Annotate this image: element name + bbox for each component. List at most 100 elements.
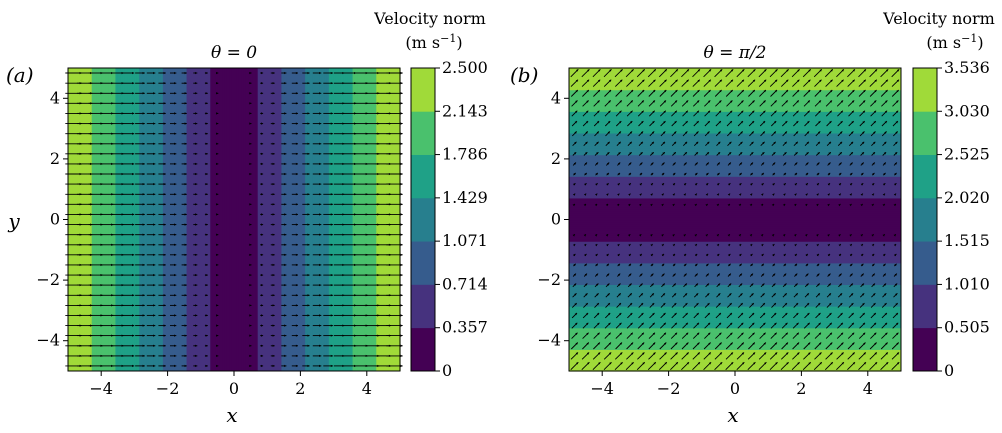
a-quiver-arrowhead — [205, 82, 208, 85]
b-quiver-arrowhead — [639, 244, 642, 247]
b-quiver-arrowhead — [752, 100, 755, 103]
a-quiver-arrowhead — [205, 294, 208, 297]
b-quiver-arrowhead — [584, 253, 587, 257]
b-contour-band — [569, 193, 901, 197]
b-quiver-arrowhead — [617, 253, 620, 257]
b-quiver-arrowhead — [819, 69, 822, 72]
a-quiver-arrowhead — [121, 344, 124, 347]
a-quiver-arrowhead — [216, 314, 219, 317]
a-quiver-arrowhead — [174, 162, 177, 166]
b-quiver-arrowhead — [795, 131, 799, 134]
b-quiver-arrowhead — [642, 362, 645, 365]
a-quiver-arrowhead — [319, 92, 322, 95]
a-quiver-arrowhead — [319, 334, 322, 337]
b-colorbar-segment — [913, 241, 937, 285]
a-quiver-arrowhead — [174, 304, 177, 307]
b-quiver-arrowhead — [597, 90, 600, 93]
a-quiver-arrowhead — [184, 243, 187, 246]
b-quiver-arrowhead — [594, 234, 598, 237]
a-x-tick-label: 2 — [295, 379, 305, 398]
b-quiver-arrowhead — [741, 322, 744, 326]
b-quiver-arrowhead — [585, 121, 589, 124]
b-quiver-arrowhead — [619, 342, 622, 345]
a-quiver-arrowhead — [121, 172, 124, 176]
a-contour-band — [141, 68, 145, 371]
a-quiver-arrowhead — [284, 223, 287, 226]
b-quiver-arrowhead — [872, 283, 875, 286]
b-quiver-arrowhead — [894, 273, 897, 276]
a-quiver-arrowhead — [295, 132, 298, 135]
b-quiver-arrowhead — [596, 141, 599, 145]
b-quiver-arrowhead — [761, 162, 765, 165]
a-quiver-arrowhead — [195, 314, 198, 317]
b-contour-band — [569, 254, 901, 257]
a-quiver-arrowhead — [205, 71, 208, 75]
b-quiver-arrowhead — [685, 322, 688, 326]
b-quiver-arrowhead — [705, 234, 708, 237]
b-quiver-arrowhead — [893, 204, 896, 207]
b-contour-band — [569, 85, 901, 89]
a-quiver-arrowhead — [153, 344, 156, 347]
b-quiver-arrowhead — [718, 293, 721, 296]
b-contour-band — [569, 358, 901, 361]
b-contour-band — [569, 284, 901, 288]
a-quiver-arrowhead — [216, 364, 219, 368]
b-contour-band — [569, 325, 901, 329]
b-quiver-arrowhead — [753, 362, 756, 365]
a-quiver-arrowhead — [319, 364, 322, 368]
b-quiver-arrowhead — [893, 234, 896, 237]
a-quiver-arrowhead — [205, 223, 208, 226]
a-quiver-arrowhead — [330, 284, 333, 287]
b-contour-band — [569, 100, 901, 104]
b-contour-band — [569, 115, 901, 119]
a-quiver-arrowhead — [163, 82, 166, 85]
b-quiver-arrowhead — [730, 362, 734, 365]
b-contour-band — [569, 241, 901, 244]
b-quiver-arrowhead — [617, 273, 621, 276]
b-quiver-arrowhead — [893, 244, 897, 247]
b-contour-band — [569, 360, 901, 363]
b-quiver-arrowhead — [673, 172, 676, 176]
a-quiver-arrowhead — [400, 273, 403, 277]
b-quiver-arrowhead — [762, 152, 765, 155]
b-quiver-arrowhead — [795, 273, 798, 276]
b-quiver-arrowhead — [684, 162, 687, 165]
b-quiver-arrowhead — [840, 131, 843, 134]
b-quiver-arrowhead — [797, 69, 800, 72]
b-contour-band — [569, 366, 901, 370]
b-contour-band — [569, 310, 901, 314]
b-quiver-arrowhead — [685, 121, 688, 124]
b-quiver-arrowhead — [642, 79, 645, 82]
b-quiver-arrowhead — [774, 110, 777, 113]
a-quiver-arrowhead — [261, 273, 264, 277]
b-quiver-arrowhead — [630, 322, 633, 326]
a-quiver-arrowhead — [342, 263, 345, 267]
b-quiver-arrowhead — [751, 313, 755, 316]
b-colorbar-frame — [912, 67, 938, 372]
a-contour-band — [105, 68, 109, 371]
a-quiver-arrowhead — [249, 183, 252, 186]
b-quiver-arrowhead — [816, 183, 819, 186]
b-quiver-arrowhead — [653, 352, 656, 355]
b-quiver-arrowhead — [882, 193, 885, 196]
b-quiver-arrowhead — [717, 152, 721, 155]
b-quiver-arrowhead — [738, 193, 742, 196]
a-quiver-arrowhead — [342, 112, 345, 115]
a-contour-band — [127, 68, 131, 371]
b-quiver-arrowhead — [641, 110, 644, 113]
a-quiver-arrowhead — [121, 364, 124, 368]
a-quiver-arrowhead — [272, 152, 275, 155]
b-quiver-arrowhead — [639, 172, 643, 176]
b-contour-band — [569, 269, 901, 273]
a-quiver-arrowhead — [184, 71, 187, 75]
a-quiver-arrowhead — [307, 82, 310, 85]
a-contour-band — [205, 68, 209, 371]
b-contour-band — [569, 139, 901, 143]
b-quiver-arrowhead — [896, 332, 899, 335]
b-quiver-arrowhead — [605, 204, 609, 207]
a-quiver-arrowhead — [272, 172, 275, 176]
b-quiver-arrowhead — [650, 204, 653, 207]
a-x-tick-label: −2 — [156, 379, 180, 398]
a-quiver-arrowhead — [121, 162, 124, 166]
